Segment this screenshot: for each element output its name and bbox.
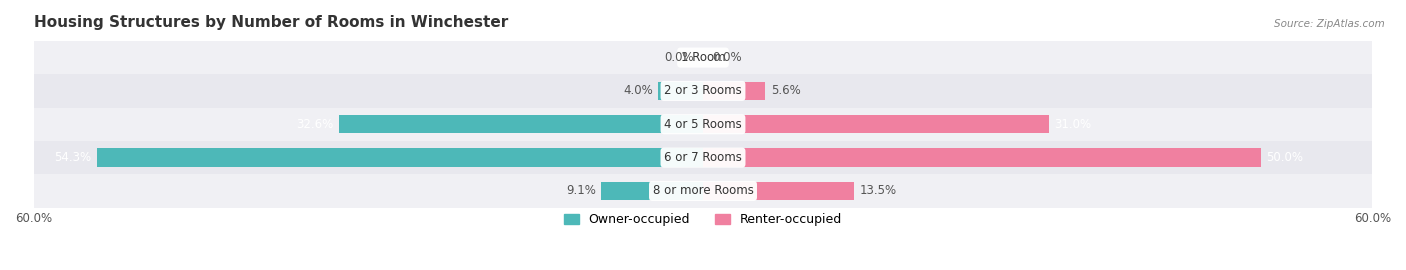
Text: 13.5%: 13.5% xyxy=(859,184,897,197)
Bar xyxy=(34,141,1372,174)
Bar xyxy=(703,182,853,200)
Text: 32.6%: 32.6% xyxy=(297,118,333,131)
Text: 8 or more Rooms: 8 or more Rooms xyxy=(652,184,754,197)
Text: 0.0%: 0.0% xyxy=(665,51,695,64)
Text: 50.0%: 50.0% xyxy=(1267,151,1303,164)
Bar xyxy=(602,182,703,200)
Bar xyxy=(703,82,765,100)
Legend: Owner-occupied, Renter-occupied: Owner-occupied, Renter-occupied xyxy=(558,208,848,231)
Bar xyxy=(34,107,1372,141)
Bar xyxy=(34,174,1372,208)
Text: Housing Structures by Number of Rooms in Winchester: Housing Structures by Number of Rooms in… xyxy=(34,15,508,30)
Bar xyxy=(658,82,703,100)
Text: 9.1%: 9.1% xyxy=(567,184,596,197)
Text: 0.0%: 0.0% xyxy=(711,51,741,64)
Bar xyxy=(703,115,1049,133)
Bar xyxy=(97,148,703,167)
Text: 5.6%: 5.6% xyxy=(770,85,801,97)
Text: 4 or 5 Rooms: 4 or 5 Rooms xyxy=(664,118,742,131)
Bar xyxy=(339,115,703,133)
Bar xyxy=(703,148,1261,167)
Text: 1 Room: 1 Room xyxy=(681,51,725,64)
Text: Source: ZipAtlas.com: Source: ZipAtlas.com xyxy=(1274,19,1385,29)
Text: 31.0%: 31.0% xyxy=(1054,118,1091,131)
Text: 4.0%: 4.0% xyxy=(623,85,652,97)
Bar xyxy=(34,74,1372,107)
Bar xyxy=(34,41,1372,74)
Text: 2 or 3 Rooms: 2 or 3 Rooms xyxy=(664,85,742,97)
Text: 54.3%: 54.3% xyxy=(55,151,91,164)
Text: 6 or 7 Rooms: 6 or 7 Rooms xyxy=(664,151,742,164)
